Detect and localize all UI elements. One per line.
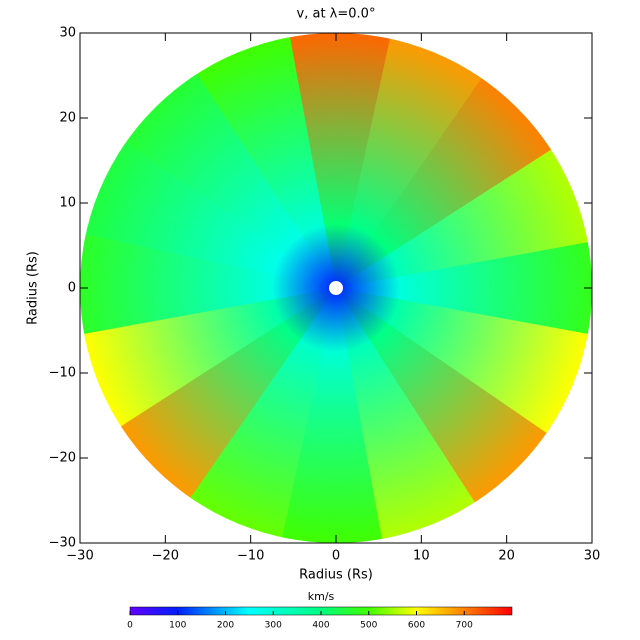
- y-tick-label: 20: [59, 111, 76, 126]
- x-tick-label: 30: [584, 549, 601, 564]
- y-tick-label: −10: [49, 366, 76, 381]
- y-tick-label: 0: [68, 281, 76, 296]
- sector: [336, 143, 588, 288]
- y-tick-label: 10: [59, 196, 76, 211]
- sector: [336, 288, 552, 503]
- x-tick-label: −10: [237, 549, 264, 564]
- sector: [336, 234, 592, 342]
- y-tick-label: −30: [49, 536, 76, 551]
- colorbar-tick-label: 300: [265, 621, 282, 631]
- colorbar-tick-label: 0: [127, 621, 133, 631]
- sector: [336, 288, 482, 539]
- sector: [120, 73, 336, 288]
- x-tick-label: −20: [152, 549, 179, 564]
- x-tick-label: 10: [413, 549, 430, 564]
- colorbar-tick-label: 700: [456, 621, 473, 631]
- x-tick-label: −30: [66, 549, 93, 564]
- colorbar-tick-label: 600: [408, 621, 425, 631]
- colorbar-tick-label: 500: [360, 621, 377, 631]
- x-axis-label: Radius (Rs): [299, 568, 373, 583]
- sector: [336, 288, 588, 433]
- sector: [190, 37, 336, 288]
- colorbar-tick-label: 400: [312, 621, 329, 631]
- colorbar-tick-label: 100: [169, 621, 186, 631]
- sector: [84, 288, 337, 433]
- sector: [336, 73, 552, 288]
- colorbar-tick-label: 200: [217, 621, 234, 631]
- y-axis-label: Radius (Rs): [26, 251, 41, 325]
- chart-title: v, at λ=0.0°: [297, 7, 376, 22]
- sector: [282, 288, 390, 543]
- sector: [80, 234, 336, 342]
- x-tick-label: 20: [498, 549, 515, 564]
- sector: [120, 288, 336, 503]
- y-tick-label: 30: [59, 26, 76, 41]
- sector: [282, 33, 390, 288]
- sun: [329, 281, 343, 295]
- colorbar-label: km/s: [308, 590, 335, 603]
- x-tick-label: 0: [332, 549, 340, 564]
- y-tick-label: −20: [49, 451, 76, 466]
